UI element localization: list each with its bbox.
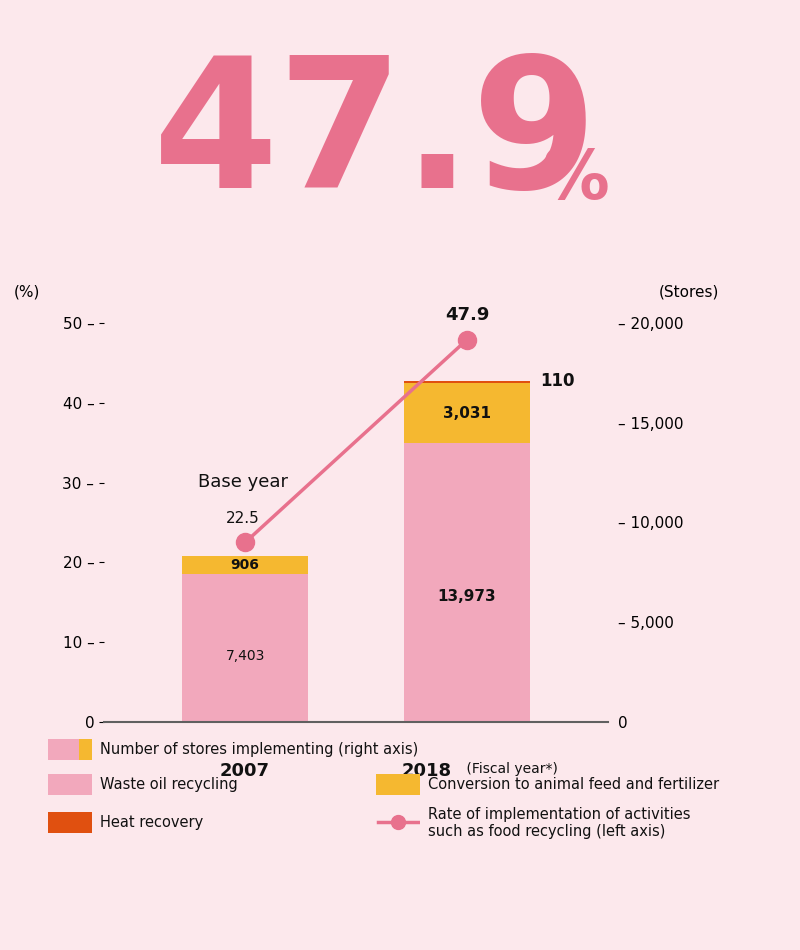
Text: 7,403: 7,403 (226, 649, 265, 662)
Bar (404, 383, 530, 444)
Text: 22.5: 22.5 (226, 511, 259, 526)
Bar (404, 381, 530, 383)
Text: 13,973: 13,973 (438, 589, 496, 604)
Text: Base year: Base year (198, 472, 288, 490)
Text: 47.9: 47.9 (154, 49, 598, 226)
Text: 110: 110 (540, 371, 574, 389)
Text: 47.9: 47.9 (445, 306, 489, 324)
Text: 2018: 2018 (402, 762, 452, 780)
Text: Waste oil recycling: Waste oil recycling (100, 777, 238, 792)
Bar (182, 575, 308, 722)
Text: Rate of implementation of activities
such as food recycling (left axis): Rate of implementation of activities suc… (428, 807, 690, 839)
Text: (Stores): (Stores) (658, 284, 719, 299)
Text: 906: 906 (230, 559, 259, 572)
Bar (404, 444, 530, 722)
Text: Number of stores implementing (right axis): Number of stores implementing (right axi… (100, 742, 418, 757)
Text: (Fiscal year*): (Fiscal year*) (462, 762, 558, 776)
Bar (182, 557, 308, 575)
Text: Heat recovery: Heat recovery (100, 815, 203, 830)
Text: Conversion to animal feed and fertilizer: Conversion to animal feed and fertilizer (428, 777, 719, 792)
Text: (%): (%) (14, 284, 40, 299)
Text: 3,031: 3,031 (443, 406, 491, 421)
Text: %: % (542, 147, 610, 214)
Text: 2007: 2007 (220, 762, 270, 780)
